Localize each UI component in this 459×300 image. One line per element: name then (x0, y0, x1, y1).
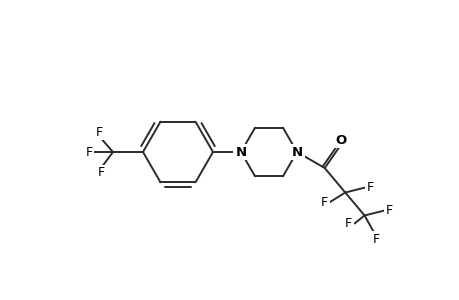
Text: O: O (334, 134, 346, 146)
Text: N: N (235, 146, 246, 158)
Text: F: F (97, 167, 104, 179)
Text: N: N (291, 146, 302, 158)
Text: F: F (320, 196, 327, 209)
Text: F: F (95, 125, 102, 139)
Text: F: F (366, 181, 373, 194)
Text: F: F (372, 233, 379, 246)
Text: F: F (85, 146, 92, 158)
Text: F: F (385, 204, 392, 217)
Text: F: F (344, 217, 351, 230)
